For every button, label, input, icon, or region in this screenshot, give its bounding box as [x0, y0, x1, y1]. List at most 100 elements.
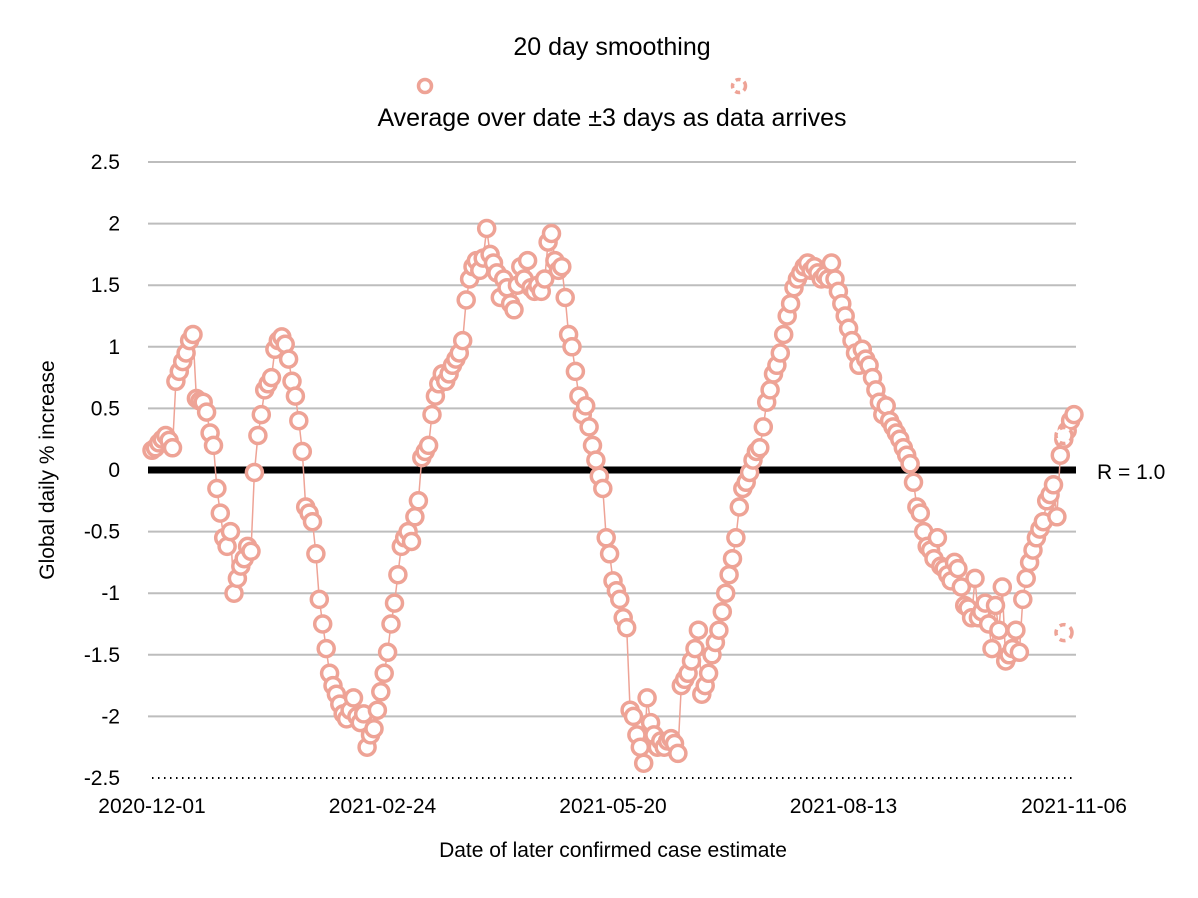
data-point — [183, 324, 203, 345]
y-tick-label: -1 — [101, 582, 120, 605]
y-tick-label: 2 — [108, 213, 120, 236]
data-point — [309, 589, 330, 610]
data-point — [241, 541, 261, 562]
data-point — [381, 614, 401, 634]
data-point — [750, 438, 770, 458]
data-point — [992, 577, 1013, 597]
data-point — [927, 528, 948, 548]
data-point — [476, 218, 497, 239]
y-tick-label: -2 — [101, 705, 120, 728]
data-point — [630, 737, 651, 757]
data-point — [989, 620, 1009, 640]
data-point — [285, 386, 306, 406]
data-point — [210, 503, 231, 523]
data-point — [579, 417, 599, 437]
data-point — [388, 564, 408, 585]
data-point — [593, 478, 613, 499]
x-tick-label: 2021-08-13 — [790, 795, 897, 818]
data-point — [162, 438, 183, 458]
data-point — [575, 396, 596, 416]
data-point-dashed — [1054, 425, 1074, 446]
data-point — [668, 743, 688, 764]
legend: 20 day smoothing Average over date ±3 da… — [377, 33, 846, 132]
data-point — [418, 435, 439, 456]
data-point — [951, 577, 972, 597]
data-point — [316, 638, 336, 659]
data-point — [343, 688, 364, 708]
data-point — [364, 718, 384, 739]
legend-label-series-2: Average over date ±3 days as data arrive… — [377, 104, 846, 132]
data-point — [948, 558, 968, 579]
x-tick-labels: 2020-12-01 2021-02-24 2021-05-20 2021-08-13… — [98, 795, 1127, 818]
reference-line-label: R = 1.0 — [1097, 461, 1165, 484]
data-point — [377, 642, 398, 663]
data-point — [371, 682, 391, 702]
gridlines — [148, 161, 1076, 718]
data-point — [722, 548, 743, 569]
data-point — [760, 380, 780, 400]
data-point — [685, 638, 705, 659]
data-point — [965, 568, 985, 589]
series-line — [151, 228, 1075, 764]
y-tick-labels: 2.5 2 1.5 1 0.5 0 -0.5 -1 -1.5 -2 -2.5 — [84, 151, 120, 790]
data-point — [688, 620, 709, 640]
x-tick-label: 2021-11-06 — [1021, 795, 1127, 818]
data-point — [408, 491, 429, 511]
data-point — [203, 435, 224, 456]
x-tick-label: 2021-02-24 — [329, 795, 437, 818]
data-point — [541, 223, 562, 244]
y-tick-label: -0.5 — [84, 521, 120, 544]
data-point — [248, 425, 268, 446]
data-point — [405, 507, 425, 527]
legend-marker-solid-circle — [416, 77, 434, 95]
data-point — [1043, 475, 1064, 495]
data-point — [599, 544, 620, 564]
data-point — [623, 706, 644, 727]
data-point — [633, 753, 654, 773]
data-point — [1009, 642, 1030, 663]
data-point — [719, 564, 739, 585]
data-point — [637, 688, 657, 708]
data-point — [1013, 589, 1033, 610]
data-point — [1006, 620, 1026, 640]
data-point — [374, 663, 394, 684]
data-point — [1047, 507, 1067, 527]
data-point — [292, 441, 313, 462]
data-point — [555, 287, 575, 308]
data-point — [780, 293, 801, 314]
data-point — [504, 300, 524, 320]
data-point — [422, 404, 442, 425]
data-point — [726, 528, 746, 548]
data-point — [712, 601, 733, 622]
series-average-pm3-days — [1054, 425, 1074, 643]
data-point — [900, 454, 920, 474]
data-point — [753, 417, 774, 437]
y-tick-label: 0.5 — [91, 397, 120, 420]
data-point — [698, 663, 719, 684]
data-point — [770, 343, 791, 363]
y-tick-label: 2.5 — [91, 151, 120, 174]
x-tick-label: 2020-12-01 — [98, 795, 205, 818]
data-point — [903, 472, 924, 493]
data-point — [302, 511, 323, 532]
data-point — [562, 337, 582, 357]
series-20-day-smoothing — [142, 218, 1084, 773]
data-point — [616, 617, 637, 638]
data-point — [312, 614, 333, 634]
data-point — [278, 349, 299, 369]
data-point — [244, 462, 265, 483]
data-point — [985, 595, 1006, 616]
data-point — [610, 589, 630, 610]
data-point — [517, 250, 538, 271]
data-point-dashed — [1054, 622, 1074, 643]
data-point — [306, 544, 326, 564]
data-point — [715, 583, 736, 603]
y-tick-label: -2.5 — [84, 767, 120, 790]
data-point — [384, 593, 405, 613]
data-point — [565, 361, 586, 382]
data-point — [534, 269, 555, 289]
data-point — [1050, 445, 1071, 465]
data-point — [207, 478, 227, 499]
x-tick-label: 2021-05-20 — [559, 795, 666, 818]
